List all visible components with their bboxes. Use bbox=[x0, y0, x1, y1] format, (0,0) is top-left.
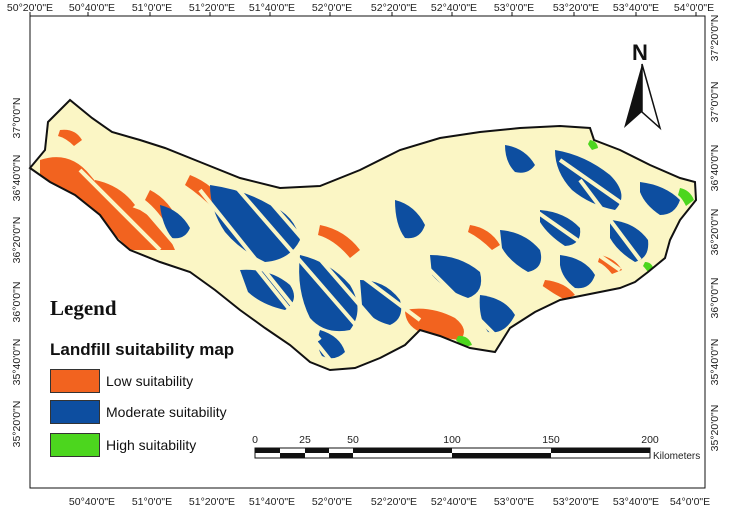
top-tick: 51°0'0"E bbox=[132, 2, 172, 14]
top-tick: 52°40'0"E bbox=[431, 2, 477, 14]
top-axis-labels: 50°20'0"E 50°40'0"E 51°0'0"E 51°20'0"E 5… bbox=[7, 2, 714, 14]
right-tick: 36°20'0"N bbox=[709, 209, 721, 256]
bottom-tick: 52°0'0"E bbox=[312, 496, 352, 508]
legend-item-low: Low suitability bbox=[50, 368, 193, 394]
left-tick: 36°40'0"N bbox=[11, 155, 23, 202]
bottom-tick: 50°40'0"E bbox=[69, 496, 115, 508]
top-tick: 52°20'0"E bbox=[371, 2, 417, 14]
scale-label: 25 bbox=[299, 434, 311, 446]
left-tick: 36°20'0"N bbox=[11, 217, 23, 264]
right-tick: 37°20'0"N bbox=[709, 15, 721, 62]
frame-tick-marks bbox=[29, 12, 697, 16]
suitability-texture bbox=[78, 158, 662, 362]
bottom-axis-labels: 50°40'0"E 51°0'0"E 51°20'0"E 51°40'0"E 5… bbox=[69, 496, 710, 508]
top-tick: 54°0'0"E bbox=[674, 2, 714, 14]
legend-label: Low suitability bbox=[106, 373, 194, 389]
legend-label: Moderate suitability bbox=[106, 404, 227, 420]
scale-unit: Kilometers bbox=[653, 451, 700, 462]
bottom-tick: 53°0'0"E bbox=[494, 496, 534, 508]
moderate-suitability-swatch bbox=[50, 400, 100, 424]
bottom-tick: 53°20'0"E bbox=[553, 496, 599, 508]
low-suitability-swatch bbox=[50, 369, 100, 393]
top-tick: 50°40'0"E bbox=[69, 2, 115, 14]
top-tick: 52°0'0"E bbox=[312, 2, 352, 14]
right-axis-labels: 37°20'0"N 37°0'0"N 36°40'0"N 36°20'0"N 3… bbox=[709, 15, 721, 452]
right-tick: 35°20'0"N bbox=[709, 405, 721, 452]
study-area-outline bbox=[28, 98, 698, 372]
scale-label: 50 bbox=[347, 434, 359, 446]
scale-label: 0 bbox=[252, 434, 258, 446]
left-tick: 35°40'0"N bbox=[11, 339, 23, 386]
bottom-tick: 51°40'0"E bbox=[249, 496, 295, 508]
bottom-tick: 54°0'0"E bbox=[670, 496, 710, 508]
top-tick: 53°0'0"E bbox=[494, 2, 534, 14]
left-tick: 36°0'0"N bbox=[11, 282, 23, 323]
scale-label: 150 bbox=[542, 434, 560, 446]
bottom-tick: 51°0'0"E bbox=[132, 496, 172, 508]
top-tick: 51°40'0"E bbox=[249, 2, 295, 14]
low-suitability-zones bbox=[40, 129, 622, 340]
scale-label: 100 bbox=[443, 434, 461, 446]
top-tick: 51°20'0"E bbox=[189, 2, 235, 14]
north-label: N bbox=[632, 40, 648, 65]
top-tick: 53°20'0"E bbox=[553, 2, 599, 14]
bottom-tick: 51°20'0"E bbox=[189, 496, 235, 508]
legend-label: High suitability bbox=[106, 437, 197, 453]
left-tick: 37°0'0"N bbox=[11, 98, 23, 139]
right-tick: 36°0'0"N bbox=[709, 278, 721, 319]
scale-label: 200 bbox=[641, 434, 659, 446]
bottom-tick: 52°40'0"E bbox=[431, 496, 477, 508]
high-suitability-swatch bbox=[50, 433, 100, 457]
right-tick: 37°0'0"N bbox=[709, 82, 721, 123]
right-tick: 36°40'0"N bbox=[709, 145, 721, 192]
left-axis-labels: 37°0'0"N 36°40'0"N 36°20'0"N 36°0'0"N 35… bbox=[11, 98, 23, 448]
legend-subtitle: Landfill suitability map bbox=[50, 340, 235, 359]
right-tick: 35°40'0"N bbox=[709, 339, 721, 386]
top-tick: 50°20'0"E bbox=[7, 2, 53, 14]
legend-item-high: High suitability bbox=[50, 432, 196, 458]
legend-title: Legend bbox=[50, 296, 117, 320]
top-tick: 53°40'0"E bbox=[613, 2, 659, 14]
scale-bar: 0 25 50 100 150 200 Kilometers bbox=[252, 434, 700, 462]
left-tick: 35°20'0"N bbox=[11, 401, 23, 448]
legend-item-moderate: Moderate suitability bbox=[50, 399, 227, 425]
bottom-tick: 53°40'0"E bbox=[613, 496, 659, 508]
bottom-tick: 52°20'0"E bbox=[371, 496, 417, 508]
north-arrow-icon bbox=[624, 63, 662, 131]
